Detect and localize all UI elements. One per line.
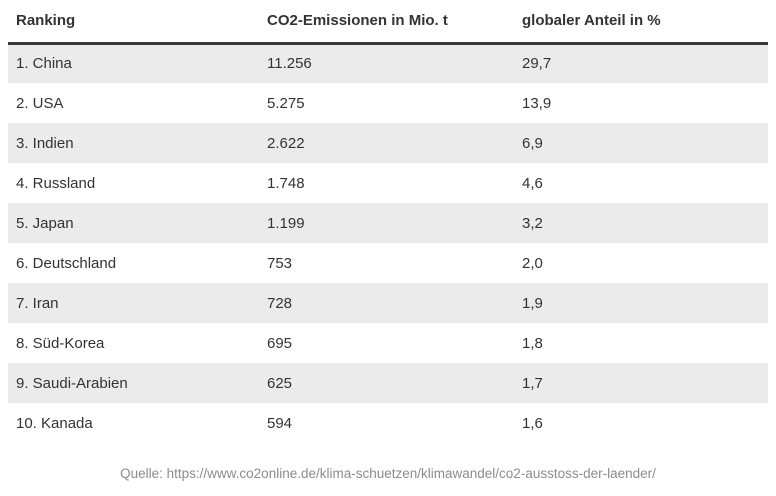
cell-emissions: 695 [267,334,293,352]
cell-ranking: 6. Deutschland [16,254,117,272]
cell-emissions: 625 [267,374,293,392]
source-prefix-label: Quelle: [120,466,167,481]
cell-emissions: 753 [267,254,293,272]
cell-ranking: 9. Saudi-Arabien [16,374,128,392]
cell-share: 1,7 [522,374,543,392]
cell-ranking: 8. Süd-Korea [16,334,105,352]
cell-ranking: 2. USA [16,94,64,112]
source-citation: Quelle: https://www.co2online.de/klima-s… [0,465,776,483]
cell-share: 6,9 [522,134,543,152]
cell-share: 1,9 [522,294,543,312]
cell-ranking: 7. Iran [16,294,59,312]
cell-emissions: 728 [267,294,293,312]
cell-share: 13,9 [522,94,552,112]
cell-share: 1,6 [522,414,543,432]
source-url-text: https://www.co2online.de/klima-schuetzen… [166,466,656,481]
table-row: 1. China 11.256 29,7 [8,43,768,83]
table-row: 4. Russland 1.748 4,6 [8,163,768,203]
column-header-ranking: Ranking [8,0,259,43]
cell-emissions: 11.256 [267,55,312,73]
cell-share: 1,8 [522,334,543,352]
table-row: 8. Süd-Korea 695 1,8 [8,323,768,363]
column-header-share: globaler Anteil in % [514,0,768,43]
cell-share: 4,6 [522,174,543,192]
cell-share: 29,7 [522,55,552,73]
cell-emissions: 594 [267,414,293,432]
co2-emissions-table: Ranking CO2-Emissionen in Mio. t globale… [8,0,768,443]
table-row: 2. USA 5.275 13,9 [8,83,768,123]
table-row: 3. Indien 2.622 6,9 [8,123,768,163]
cell-share: 3,2 [522,214,543,232]
cell-emissions: 1.748 [267,174,305,192]
cell-ranking: 4. Russland [16,174,96,192]
table-row: 9. Saudi-Arabien 625 1,7 [8,363,768,403]
cell-ranking: 5. Japan [16,214,74,232]
table-row: 6. Deutschland 753 2,0 [8,243,768,283]
cell-emissions: 1.199 [267,214,305,232]
cell-ranking: 1. China [16,55,72,73]
cell-ranking: 3. Indien [16,134,74,152]
cell-emissions: 2.622 [267,134,305,152]
cell-share: 2,0 [522,254,543,272]
table-header-row: Ranking CO2-Emissionen in Mio. t globale… [8,0,768,43]
column-header-emissions: CO2-Emissionen in Mio. t [259,0,514,43]
table-row: 7. Iran 728 1,9 [8,283,768,323]
table-row: 5. Japan 1.199 3,2 [8,203,768,243]
table-row: 10. Kanada 594 1,6 [8,403,768,443]
cell-ranking: 10. Kanada [16,414,93,432]
cell-emissions: 5.275 [267,94,305,112]
